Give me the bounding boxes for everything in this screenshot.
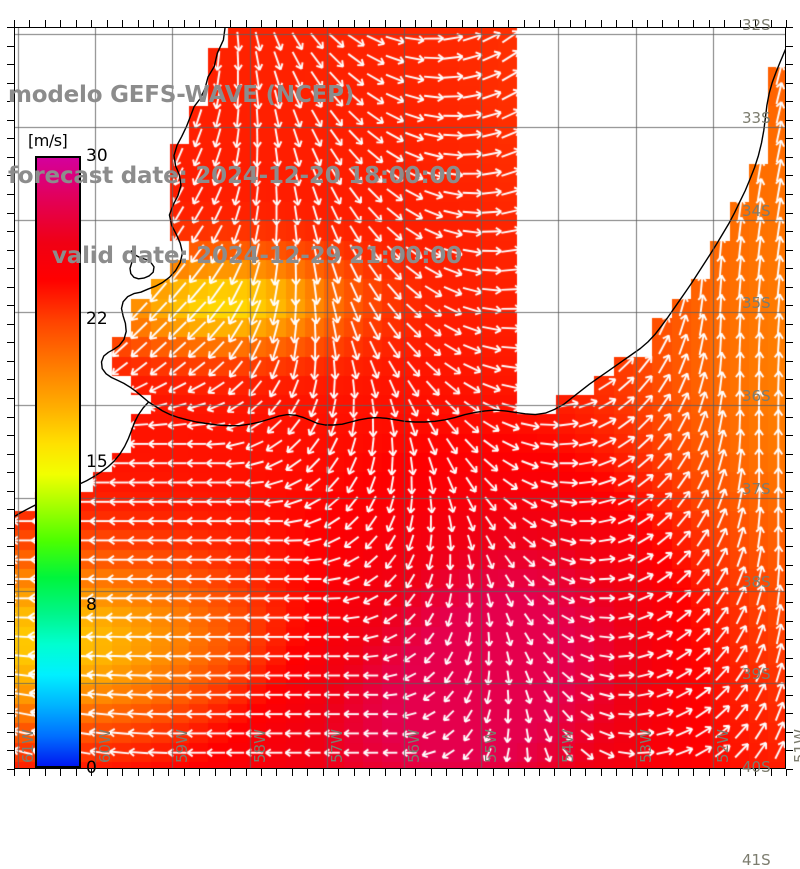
lon-label-55W: 55W	[482, 729, 501, 763]
colorbar-tick-22: 22	[86, 309, 108, 330]
lon-label-53W: 53W	[636, 729, 655, 763]
lat-label-35S: 35S	[742, 294, 771, 313]
colorbar-tick-8: 8	[86, 594, 97, 615]
lat-label-32S: 32S	[742, 16, 771, 34]
colorbar-tick-0: 0	[86, 758, 97, 778]
lon-label-59W: 59W	[173, 729, 192, 763]
forecast-map-figure: [m/s] 30 22 15 8 0 modelo GEFS-WAVE (NCEP) f…	[0, 13, 800, 869]
lon-label-56W: 56W	[405, 729, 423, 763]
lat-label-37S: 37S	[742, 479, 771, 498]
lat-label-36S: 36S	[742, 387, 771, 405]
lon-label-61W: 61W	[19, 729, 37, 763]
colorbar-unit-label: [m/s]	[28, 131, 68, 150]
colorbar-tick-30: 30	[86, 146, 108, 166]
left-axis-ticks	[0, 27, 14, 770]
lon-label-57W: 57W	[327, 729, 346, 763]
lat-label-39S: 39S	[742, 665, 771, 684]
colorbar-tick-15: 15	[86, 452, 108, 472]
lat-label-40S: 40S	[742, 758, 771, 776]
top-axis-ticks	[14, 13, 787, 27]
model-title: modelo GEFS-WAVE (NCEP)	[8, 81, 355, 108]
lat-label-33S: 33S	[742, 108, 771, 127]
lat-label-34S: 34S	[742, 201, 771, 220]
map-plot-area[interactable]	[14, 27, 786, 769]
lat-label-38S: 38S	[742, 572, 771, 591]
figure-title-block: modelo GEFS-WAVE (NCEP) forecast date: 2…	[8, 28, 608, 324]
bottom-axis-ticks	[14, 769, 787, 783]
colorbar	[35, 156, 81, 768]
lon-label-54W: 54W	[559, 729, 578, 763]
valid-date-line: valid date: 2024-12-29 21:00:00	[52, 243, 462, 270]
lon-label-58W: 58W	[250, 729, 269, 763]
lon-label-51W: 51W	[791, 729, 800, 763]
right-axis-ticks	[786, 27, 800, 770]
lon-label-60W: 60W	[96, 729, 115, 763]
lat-label-41S: 41S	[742, 850, 771, 869]
lon-label-52W: 52W	[713, 729, 732, 763]
graticule-grid	[15, 28, 785, 768]
forecast-date-line: forecast date: 2024-12-20 18:00:00	[8, 162, 462, 189]
